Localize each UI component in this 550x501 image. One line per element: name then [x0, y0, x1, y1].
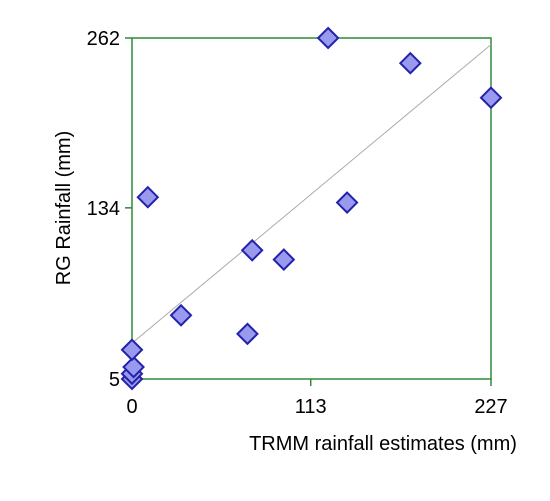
data-point-12: [479, 86, 503, 110]
data-point-10: [316, 26, 340, 50]
x-tick-label-2: 227: [474, 396, 507, 418]
data-point-7: [240, 238, 264, 262]
data-point-3: [120, 338, 144, 362]
y-tick-labels: 5 134 262: [87, 28, 120, 391]
x-tick-label-0: 0: [126, 396, 137, 418]
data-point-4: [136, 185, 160, 209]
x-axis-label: TRMM rainfall estimates (mm): [249, 433, 517, 455]
data-point-5: [169, 303, 193, 327]
data-points: [120, 26, 503, 391]
data-point-11: [398, 51, 422, 75]
data-point-9: [335, 191, 359, 214]
y-axis-ticks: [125, 37, 132, 380]
trend-line: [131, 44, 492, 344]
y-tick-label-2: 262: [87, 28, 120, 50]
y-tick-label-0: 5: [109, 369, 120, 391]
x-tick-labels: 0 113 227: [126, 396, 507, 418]
x-tick-label-1: 113: [295, 396, 327, 418]
x-axis-ticks: [131, 379, 492, 386]
y-axis-label: RG Rainfall (mm): [53, 131, 75, 285]
data-point-6: [236, 322, 259, 346]
data-point-2: [122, 355, 145, 379]
y-tick-label-1: 134: [87, 198, 120, 220]
data-point-8: [272, 248, 296, 271]
